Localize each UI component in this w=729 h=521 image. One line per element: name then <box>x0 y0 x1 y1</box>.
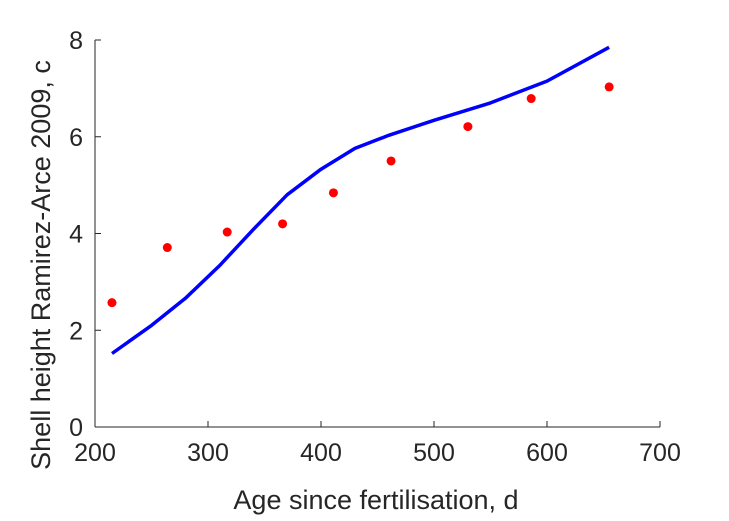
data-point <box>162 243 172 253</box>
y-tick-label: 4 <box>69 221 83 249</box>
plot-area <box>107 45 614 355</box>
x-axis-label: Age since fertilisation, d <box>233 485 518 515</box>
x-tick-label: 600 <box>526 439 568 467</box>
y-tick-label: 2 <box>69 317 83 345</box>
y-axis-label: Shell height Ramirez-Arce 2009, c <box>26 60 56 470</box>
axes: 200 300 400 500 600 700 0 2 4 6 8 <box>69 27 681 467</box>
y-tick-label: 6 <box>69 124 83 152</box>
data-point <box>107 298 117 308</box>
fit-line <box>110 45 610 355</box>
x-tick-label: 200 <box>74 439 116 467</box>
y-tick-label: 8 <box>69 27 83 55</box>
data-point <box>526 94 536 104</box>
x-tick-label: 300 <box>187 439 229 467</box>
data-point <box>604 82 614 92</box>
data-point <box>328 188 338 198</box>
x-tick-label: 500 <box>413 439 455 467</box>
data-point <box>222 227 232 237</box>
data-point <box>278 219 288 229</box>
data-point <box>386 156 396 166</box>
x-tick-label: 700 <box>639 439 681 467</box>
data-point <box>463 122 473 132</box>
x-tick-label: 400 <box>300 439 342 467</box>
y-tick-label: 0 <box>69 414 83 442</box>
